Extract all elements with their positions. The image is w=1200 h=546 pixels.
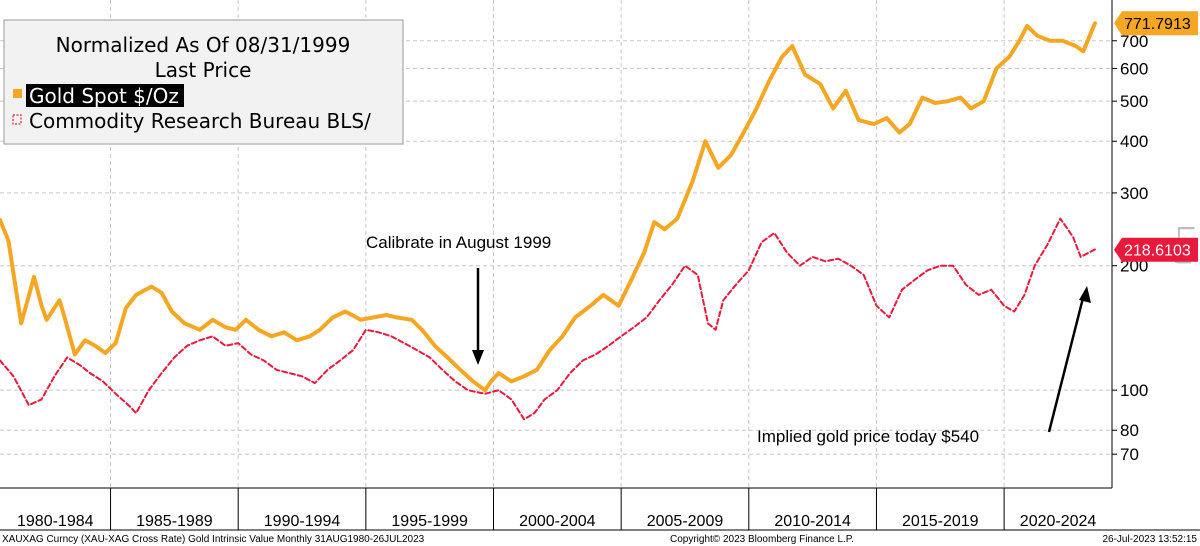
legend-entry-crb-swatch xyxy=(12,114,22,125)
footer-copyright: Copyright© 2023 Bloomberg Finance L.P. xyxy=(670,534,854,545)
crb-last-value-text: 218.6103 xyxy=(1124,243,1191,260)
x-tick-label: 2005-2009 xyxy=(647,513,724,530)
implied-arrow-shaft xyxy=(1047,297,1085,433)
y-tick-label: 600 xyxy=(1120,59,1148,78)
crb-last-value-label: 218.6103 xyxy=(1114,237,1198,262)
calibrate-arrowhead xyxy=(472,350,484,365)
x-tick-layer: 1980-1984 1985-1989 1990-1994 1995-1999 2000… xyxy=(17,488,1096,530)
x-tick-label: 2000-2004 xyxy=(519,513,596,530)
legend-entry-gold-highlight xyxy=(26,84,184,107)
calibrate-annotation: Calibrate in August 1999 xyxy=(366,233,551,252)
x-tick-label: 1995-1999 xyxy=(391,513,468,530)
y-tick-label: 300 xyxy=(1120,184,1148,203)
legend-box xyxy=(3,19,404,145)
legend-subtitle: Last Price xyxy=(155,58,252,82)
y-tick-label: 80 xyxy=(1120,421,1139,440)
implied-price-annotation: Implied gold price today $540 xyxy=(757,427,979,446)
x-tick-label: 2015-2019 xyxy=(902,513,979,530)
gold-last-value-tag xyxy=(1114,11,1198,36)
implied-arrowhead xyxy=(1079,286,1091,303)
gold-last-value-text: 771.7913 xyxy=(1124,16,1191,33)
series-layer xyxy=(0,21,1097,421)
x-tick-label: 2020-2024 xyxy=(1020,513,1097,530)
crb-line xyxy=(0,217,1096,421)
footer-source: XAUXAG Curncy (XAU-XAG Cross Rate) Gold … xyxy=(2,534,425,545)
y-tick-label: 70 xyxy=(1120,445,1139,464)
x-tick-label: 1985-1989 xyxy=(136,513,213,530)
gold-last-value-label: 771.7913 xyxy=(1114,11,1198,36)
gold-spot-line xyxy=(0,21,1097,393)
legend-entry-gold: Gold Spot $/Oz xyxy=(29,84,179,108)
y-tick-label: 400 xyxy=(1120,132,1148,151)
legend: Normalized As Of 08/31/1999 Last Price G… xyxy=(3,19,404,145)
y-tick-label: 700 xyxy=(1120,32,1148,51)
legend-entry-crb: Commodity Research Bureau BLS/ xyxy=(29,109,371,133)
x-tick-label: 2010-2014 xyxy=(774,513,851,530)
footer-timestamp: 26-Jul-2023 13:52:15 xyxy=(1102,534,1197,545)
legend-title: Normalized As Of 08/31/1999 xyxy=(56,33,351,57)
y-tick-label: 500 xyxy=(1120,92,1148,111)
crb-last-value-tag xyxy=(1114,237,1198,262)
y-tick-label: 100 xyxy=(1120,381,1148,400)
x-tick-label: 1990-1994 xyxy=(264,513,341,530)
x-tick-label: 1980-1984 xyxy=(17,513,94,530)
legend-entry-gold-swatch xyxy=(13,89,22,98)
